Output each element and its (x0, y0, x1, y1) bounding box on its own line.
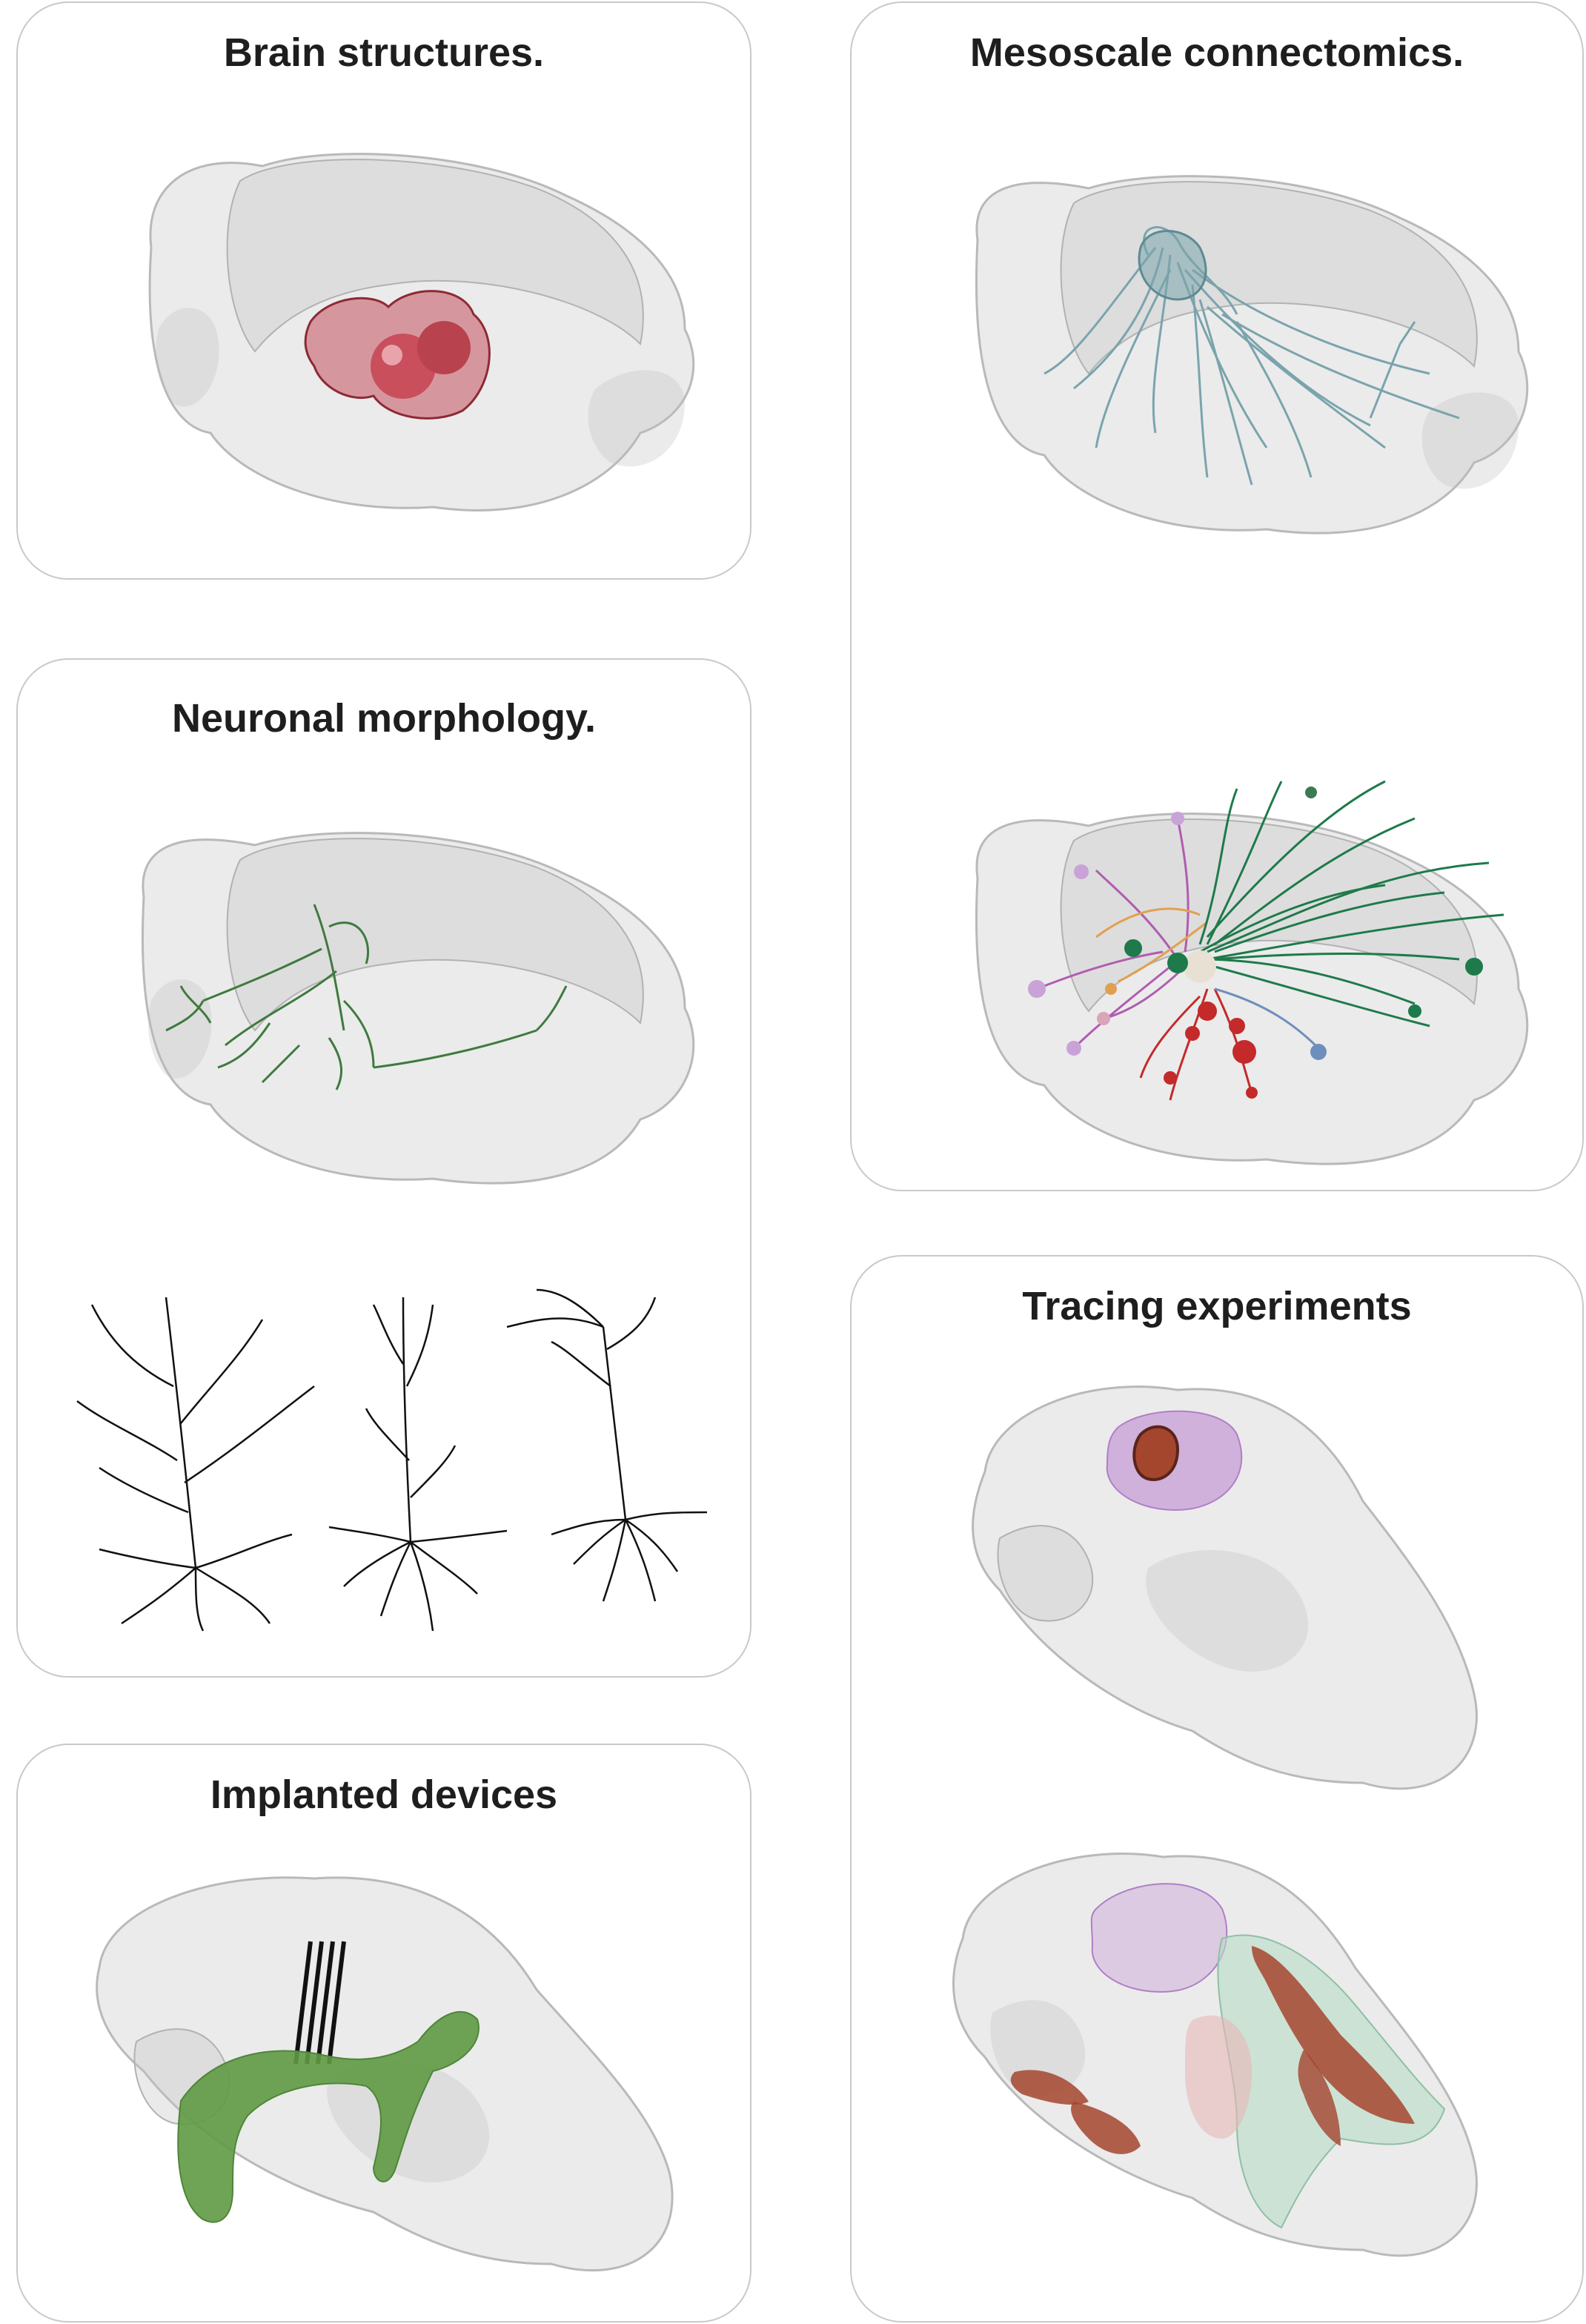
injection-site-illustration (972, 1386, 1478, 1790)
projection-density-illustration (952, 1853, 1478, 2257)
isolated-neuron-reconstructions (76, 1288, 708, 1632)
implanted-devices-illustration (96, 1876, 674, 2271)
mouse-brain-outline (141, 832, 695, 1185)
mouse-brain-outline (975, 812, 1529, 1165)
panel-mesoscale-connectomics: Mesoscale connectomics. (850, 1, 1584, 1191)
neuron-reconstruction-left (76, 1297, 315, 1632)
single-neuron-projections-illustration (975, 780, 1529, 1165)
panel-title: Mesoscale connectomics. (969, 30, 1464, 75)
blue-axons (1214, 987, 1320, 1050)
pink-target-region (1185, 2015, 1252, 2139)
panel-implanted-devices: Implanted devices (16, 1744, 751, 2323)
panel-neuronal-morphology: Neuronal morphology. (16, 658, 751, 1678)
brain-structures-illustration (148, 153, 695, 512)
mouse-brain-sagittal-outline (972, 1386, 1478, 1790)
green-axons (1198, 780, 1504, 1027)
panel-title: Neuronal morphology. (171, 696, 596, 741)
panel-title: Implanted devices (210, 1772, 558, 1817)
panel-title: Brain structures. (223, 30, 545, 75)
orange-axons (1095, 907, 1208, 983)
injection-site (1132, 1425, 1180, 1481)
panel-title: Tracing experiments (1022, 1284, 1412, 1328)
panel-brain-structures: Brain structures. (16, 1, 751, 580)
projection-density-clusters (1010, 1946, 1415, 2154)
implant-target-region (177, 2011, 480, 2223)
neuron-reconstruction-middle (328, 1297, 508, 1632)
red-structure-mesh (304, 290, 491, 420)
lilac-mesh-region (1090, 1883, 1228, 1993)
mesoscale-connectome-illustration (975, 175, 1529, 534)
silicon-probe-shanks[interactable] (293, 1941, 346, 2065)
neuron-reconstruction-right (506, 1288, 708, 1602)
panel-tracing-experiments: Tracing experiments (850, 1255, 1584, 2323)
soma-markers (1028, 787, 1483, 1099)
mouse-brain-outline (975, 175, 1529, 534)
green-neuron-trace (165, 904, 568, 1090)
neuron-in-brain-illustration (141, 832, 695, 1185)
